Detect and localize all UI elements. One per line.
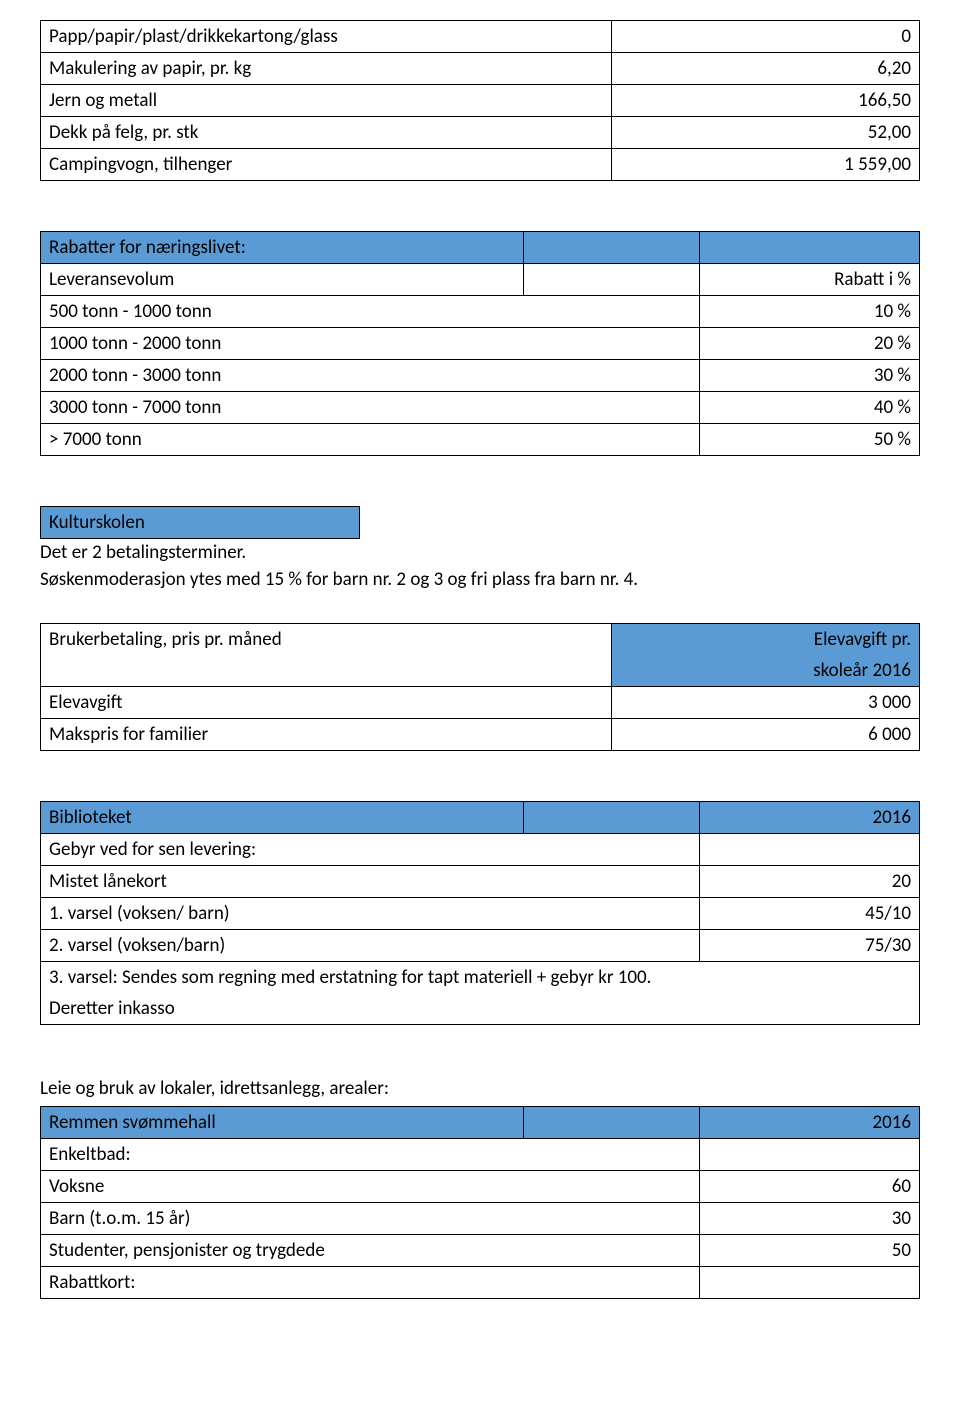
bruker-row-label: Elevavgift <box>41 687 612 719</box>
bib-year: 2016 <box>700 802 920 834</box>
rabatt-row-label: 2000 tonn - 3000 tonn <box>41 360 700 392</box>
waste-row-label: Campingvogn, tilhenger <box>41 149 612 181</box>
lokaler-row-value <box>700 1267 920 1299</box>
rabatt-row-value: 20 % <box>700 328 920 360</box>
rabatt-row-value: 10 % <box>700 296 920 328</box>
waste-fees-table: Papp/papir/plast/drikkekartong/glass0 Ma… <box>40 20 920 181</box>
waste-row-label: Makulering av papir, pr. kg <box>41 53 612 85</box>
rabatter-subheader-mid <box>524 264 700 296</box>
kulturskolen-line2: Søskenmoderasjon ytes med 15 % for barn … <box>40 566 920 593</box>
waste-row-label: Jern og metall <box>41 85 612 117</box>
bib-row-value: 20 <box>700 866 920 898</box>
bib-row-label: Gebyr ved for sen levering: <box>41 834 700 866</box>
rabatter-table: Rabatter for næringslivet: Leveransevolu… <box>40 231 920 456</box>
rabatt-row-label: > 7000 tonn <box>41 424 700 456</box>
bib-row-value: 45/10 <box>700 898 920 930</box>
lokaler-row-value: 50 <box>700 1235 920 1267</box>
bruker-row-value: 6 000 <box>612 719 920 751</box>
bruker-header-left: Brukerbetaling, pris pr. måned <box>41 624 612 687</box>
bruker-header-right2: skoleår 2016 <box>612 655 920 687</box>
lokaler-row-value <box>700 1139 920 1171</box>
lokaler-header-right: 2016 <box>700 1107 920 1139</box>
rabatt-row-label: 500 tonn - 1000 tonn <box>41 296 700 328</box>
lokaler-table: Remmen svømmehall 2016 Enkeltbad: Voksne… <box>40 1106 920 1299</box>
rabatter-subheader-right: Rabatt i % <box>700 264 920 296</box>
bib-row-label: 3. varsel: Sendes som regning med erstat… <box>41 962 920 994</box>
bib-header-mid <box>524 802 700 834</box>
bruker-row-label: Makspris for familier <box>41 719 612 751</box>
waste-row-value: 166,50 <box>612 85 920 117</box>
rabatt-row-value: 50 % <box>700 424 920 456</box>
waste-row-value: 0 <box>612 21 920 53</box>
bib-row-value: 75/30 <box>700 930 920 962</box>
lokaler-header-mid <box>524 1107 700 1139</box>
waste-row-label: Papp/papir/plast/drikkekartong/glass <box>41 21 612 53</box>
bib-row-label: 2. varsel (voksen/barn) <box>41 930 700 962</box>
bib-row-label: 1. varsel (voksen/ barn) <box>41 898 700 930</box>
rabatter-header-right <box>700 232 920 264</box>
lokaler-header-left: Remmen svømmehall <box>41 1107 524 1139</box>
lokaler-row-label: Rabattkort: <box>41 1267 700 1299</box>
lokaler-row-label: Barn (t.o.m. 15 år) <box>41 1203 700 1235</box>
lokaler-row-label: Voksne <box>41 1171 700 1203</box>
lokaler-row-value: 60 <box>700 1171 920 1203</box>
kulturskolen-title: Kulturskolen <box>40 506 360 539</box>
rabatter-subheader-left: Leveransevolum <box>41 264 524 296</box>
rabatt-row-label: 1000 tonn - 2000 tonn <box>41 328 700 360</box>
kulturskolen-line1: Det er 2 betalingsterminer. <box>40 539 920 566</box>
waste-row-value: 6,20 <box>612 53 920 85</box>
rabatter-header-mid <box>524 232 700 264</box>
bib-row-label: Deretter inkasso <box>41 993 920 1025</box>
waste-row-value: 52,00 <box>612 117 920 149</box>
bruker-row-value: 3 000 <box>612 687 920 719</box>
rabatt-row-value: 40 % <box>700 392 920 424</box>
bib-title: Biblioteket <box>41 802 524 834</box>
waste-row-value: 1 559,00 <box>612 149 920 181</box>
lokaler-row-value: 30 <box>700 1203 920 1235</box>
rabatt-row-value: 30 % <box>700 360 920 392</box>
waste-row-label: Dekk på felg, pr. stk <box>41 117 612 149</box>
lokaler-row-label: Enkeltbad: <box>41 1139 700 1171</box>
biblioteket-table: Biblioteket 2016 Gebyr ved for sen lever… <box>40 801 920 1025</box>
bib-row-value <box>700 834 920 866</box>
bib-row-label: Mistet lånekort <box>41 866 700 898</box>
lokaler-row-label: Studenter, pensjonister og trygdede <box>41 1235 700 1267</box>
rabatt-row-label: 3000 tonn - 7000 tonn <box>41 392 700 424</box>
bruker-header-right1: Elevavgift pr. <box>612 624 920 656</box>
lokaler-intro: Leie og bruk av lokaler, idrettsanlegg, … <box>40 1075 920 1106</box>
rabatter-header: Rabatter for næringslivet: <box>41 232 524 264</box>
brukerbetaling-table: Brukerbetaling, pris pr. måned Elevavgif… <box>40 623 920 751</box>
